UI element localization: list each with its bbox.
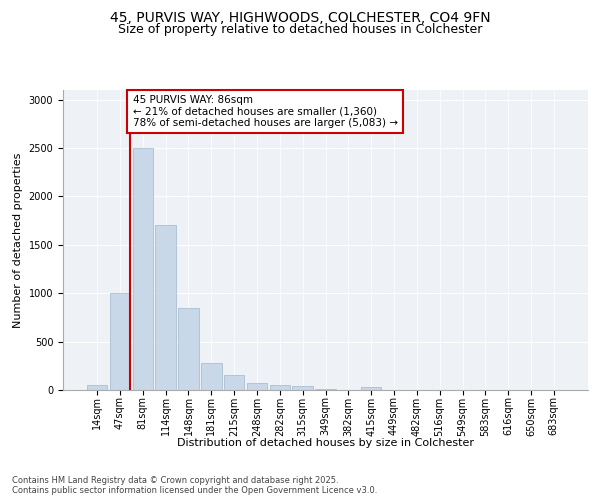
Bar <box>155 226 176 390</box>
Bar <box>87 385 107 390</box>
Bar <box>247 383 267 390</box>
Bar <box>110 293 130 390</box>
Bar <box>292 386 313 390</box>
Bar <box>178 308 199 390</box>
Bar <box>133 148 153 390</box>
Bar <box>315 389 336 390</box>
Text: 45 PURVIS WAY: 86sqm
← 21% of detached houses are smaller (1,360)
78% of semi-de: 45 PURVIS WAY: 86sqm ← 21% of detached h… <box>133 95 398 128</box>
Bar <box>269 384 290 390</box>
Bar <box>361 387 382 390</box>
Bar <box>224 376 244 390</box>
Bar <box>201 363 221 390</box>
Text: Contains HM Land Registry data © Crown copyright and database right 2025.
Contai: Contains HM Land Registry data © Crown c… <box>12 476 377 495</box>
Text: 45, PURVIS WAY, HIGHWOODS, COLCHESTER, CO4 9FN: 45, PURVIS WAY, HIGHWOODS, COLCHESTER, C… <box>110 10 490 24</box>
Y-axis label: Number of detached properties: Number of detached properties <box>13 152 23 328</box>
X-axis label: Distribution of detached houses by size in Colchester: Distribution of detached houses by size … <box>177 438 474 448</box>
Text: Size of property relative to detached houses in Colchester: Size of property relative to detached ho… <box>118 22 482 36</box>
